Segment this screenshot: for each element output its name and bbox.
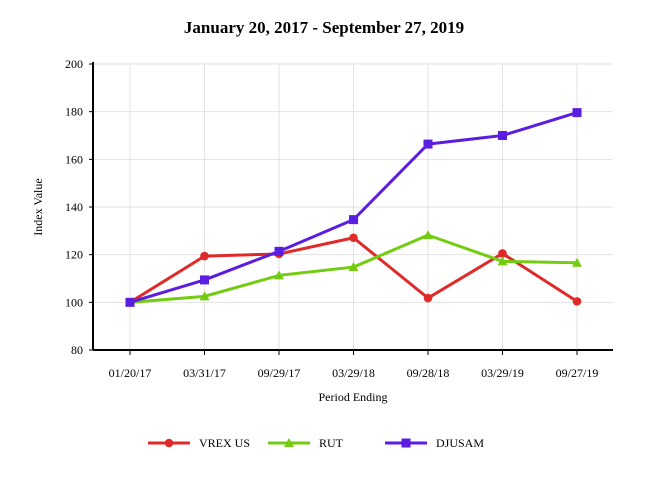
- data-point: [498, 131, 507, 140]
- series-group: [125, 108, 582, 307]
- x-tick-label: 09/29/17: [258, 366, 301, 380]
- legend: VREX US RUT DJUSAM: [148, 436, 484, 450]
- data-point: [498, 249, 507, 258]
- y-tick-label: 200: [65, 57, 83, 71]
- data-point: [423, 293, 433, 303]
- axes: 80 100 120 140 160 180 200 01/20/17 03/31/17 09/2…: [65, 57, 613, 380]
- legend-item: VREX US: [148, 436, 250, 450]
- x-tick-label: 03/29/19: [481, 366, 524, 380]
- data-point: [572, 297, 582, 306]
- data-point: [349, 233, 358, 243]
- legend-label: VREX US: [199, 436, 250, 450]
- data-point: [572, 108, 582, 118]
- x-tick-label: 01/20/17: [109, 366, 152, 380]
- series-djusam: [125, 108, 582, 307]
- x-tick-label: 09/28/18: [407, 366, 450, 380]
- grid: [93, 63, 613, 350]
- y-tick-label: 160: [65, 152, 83, 166]
- y-tick-label: 180: [65, 105, 83, 119]
- y-tick-label: 80: [71, 343, 83, 357]
- data-point: [572, 257, 582, 267]
- data-point: [125, 297, 135, 307]
- series-rut: [125, 230, 582, 307]
- legend-label: RUT: [319, 436, 344, 450]
- y-tick-label: 140: [65, 200, 83, 214]
- data-point: [497, 256, 508, 266]
- legend-marker: [164, 438, 174, 448]
- legend-label: DJUSAM: [436, 436, 484, 450]
- x-tick-label: 09/27/19: [556, 366, 599, 380]
- x-axis-label: Period Ending: [319, 390, 388, 404]
- y-axis-label: Index Value: [31, 178, 45, 235]
- data-point: [423, 230, 433, 240]
- data-point: [423, 139, 433, 149]
- x-tick-label: 03/31/17: [183, 366, 226, 380]
- data-point: [200, 251, 209, 261]
- data-point: [274, 270, 284, 280]
- chart-title: January 20, 2017 - September 27, 2019: [184, 18, 464, 37]
- y-tick-label: 100: [65, 295, 83, 309]
- legend-item: RUT: [268, 436, 344, 450]
- data-point: [200, 275, 209, 285]
- legend-marker: [284, 438, 294, 447]
- data-point: [348, 262, 359, 272]
- data-point: [274, 246, 284, 256]
- legend-item: DJUSAM: [385, 436, 484, 450]
- legend-marker: [401, 438, 411, 448]
- data-point: [349, 215, 358, 225]
- x-tick-label: 03/29/18: [332, 366, 375, 380]
- data-point: [199, 291, 210, 301]
- y-tick-label: 120: [65, 248, 83, 262]
